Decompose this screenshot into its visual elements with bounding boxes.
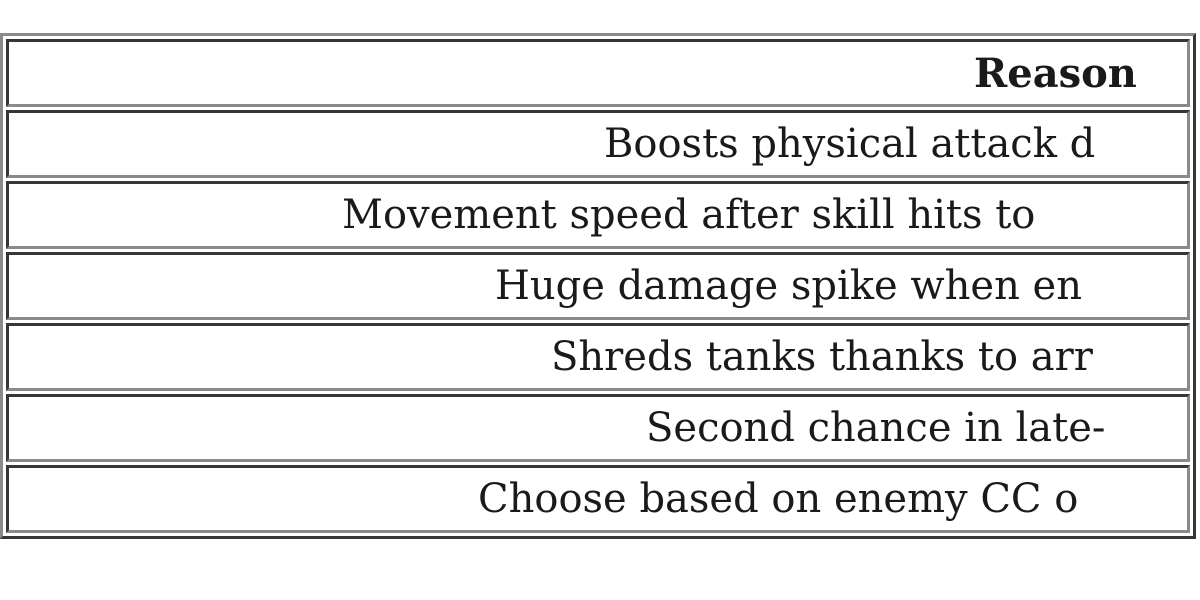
table-row: Second chance in late-	[6, 394, 1190, 462]
header-row: Reason	[6, 39, 1190, 107]
reason-cell: Shreds tanks thanks to arr	[6, 323, 1190, 391]
cell-text: Huge damage spike when en	[495, 263, 1082, 309]
header-reason: Reason	[6, 39, 1190, 107]
reason-cell: Choose based on enemy CC o	[6, 465, 1190, 533]
reason-cell: Second chance in late-	[6, 394, 1190, 462]
reason-cell: Huge damage spike when en	[6, 252, 1190, 320]
table-row: Boosts physical attack d	[6, 110, 1190, 178]
reason-table-container: Reason Boosts physical attack d Movement…	[0, 33, 1200, 539]
cell-text: Shreds tanks thanks to arr	[551, 334, 1093, 380]
table-row: Movement speed after skill hits to	[6, 181, 1190, 249]
table-row: Shreds tanks thanks to arr	[6, 323, 1190, 391]
reason-table: Reason Boosts physical attack d Movement…	[0, 33, 1196, 539]
table-row: Huge damage spike when en	[6, 252, 1190, 320]
cell-text: Boosts physical attack d	[604, 121, 1096, 167]
header-label: Reason	[974, 49, 1137, 97]
cell-text: Choose based on enemy CC o	[478, 476, 1079, 522]
cell-text: Movement speed after skill hits to	[342, 192, 1036, 238]
reason-cell: Boosts physical attack d	[6, 110, 1190, 178]
cell-text: Second chance in late-	[646, 405, 1106, 451]
table-row: Choose based on enemy CC o	[6, 465, 1190, 533]
reason-cell: Movement speed after skill hits to	[6, 181, 1190, 249]
